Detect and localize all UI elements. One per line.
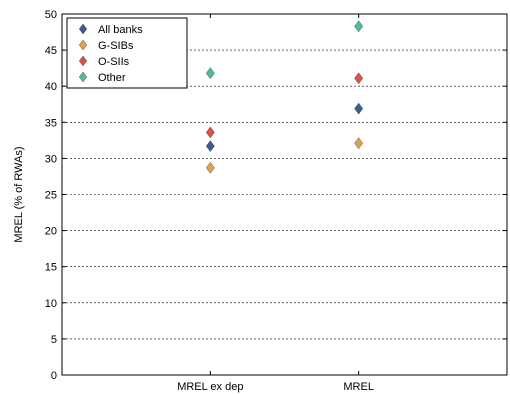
legend-marker xyxy=(79,55,87,67)
point-g-sibs xyxy=(205,161,215,174)
y-tick-label: 40 xyxy=(45,81,57,93)
y-tick-label: 25 xyxy=(45,190,57,202)
x-tick-label: MREL xyxy=(343,381,374,393)
legend-marker xyxy=(79,71,87,83)
y-tick-label: 45 xyxy=(45,45,57,57)
point-g-sibs xyxy=(354,137,364,150)
legend-box xyxy=(66,17,188,89)
y-axis: 0 5 10 15 20 25 30 35 40 45 50 xyxy=(45,9,507,382)
legend-label: Other xyxy=(98,72,126,84)
legend-marker xyxy=(79,23,87,35)
data-points xyxy=(205,20,364,174)
legend-label: All banks xyxy=(98,24,143,36)
point-other xyxy=(205,67,215,80)
legend-marker xyxy=(79,39,87,51)
legend-label: O-SIIs xyxy=(98,56,130,68)
y-tick-label: 30 xyxy=(45,153,57,165)
y-tick-label: 5 xyxy=(51,334,57,346)
point-all-banks xyxy=(205,140,215,152)
y-tick-label: 20 xyxy=(45,226,57,238)
y-axis-title: MREL (% of RWAs) xyxy=(13,146,25,242)
gridlines xyxy=(62,49,507,340)
point-other xyxy=(354,20,364,33)
point-o-siis xyxy=(205,126,215,139)
y-tick-label: 50 xyxy=(45,9,57,21)
y-tick-label: 15 xyxy=(45,262,57,274)
point-all-banks xyxy=(354,102,364,115)
x-tick-label: MREL ex dep xyxy=(177,381,243,393)
legend: All banks G-SIBs O-SIIs Other xyxy=(66,17,188,89)
legend-label: G-SIBs xyxy=(98,40,134,52)
y-tick-label: 35 xyxy=(45,117,57,129)
y-tick-label: 0 xyxy=(51,370,57,382)
point-o-siis xyxy=(354,72,364,85)
y-tick-label: 10 xyxy=(45,298,57,310)
x-axis: MREL ex dep MREL xyxy=(177,14,374,393)
